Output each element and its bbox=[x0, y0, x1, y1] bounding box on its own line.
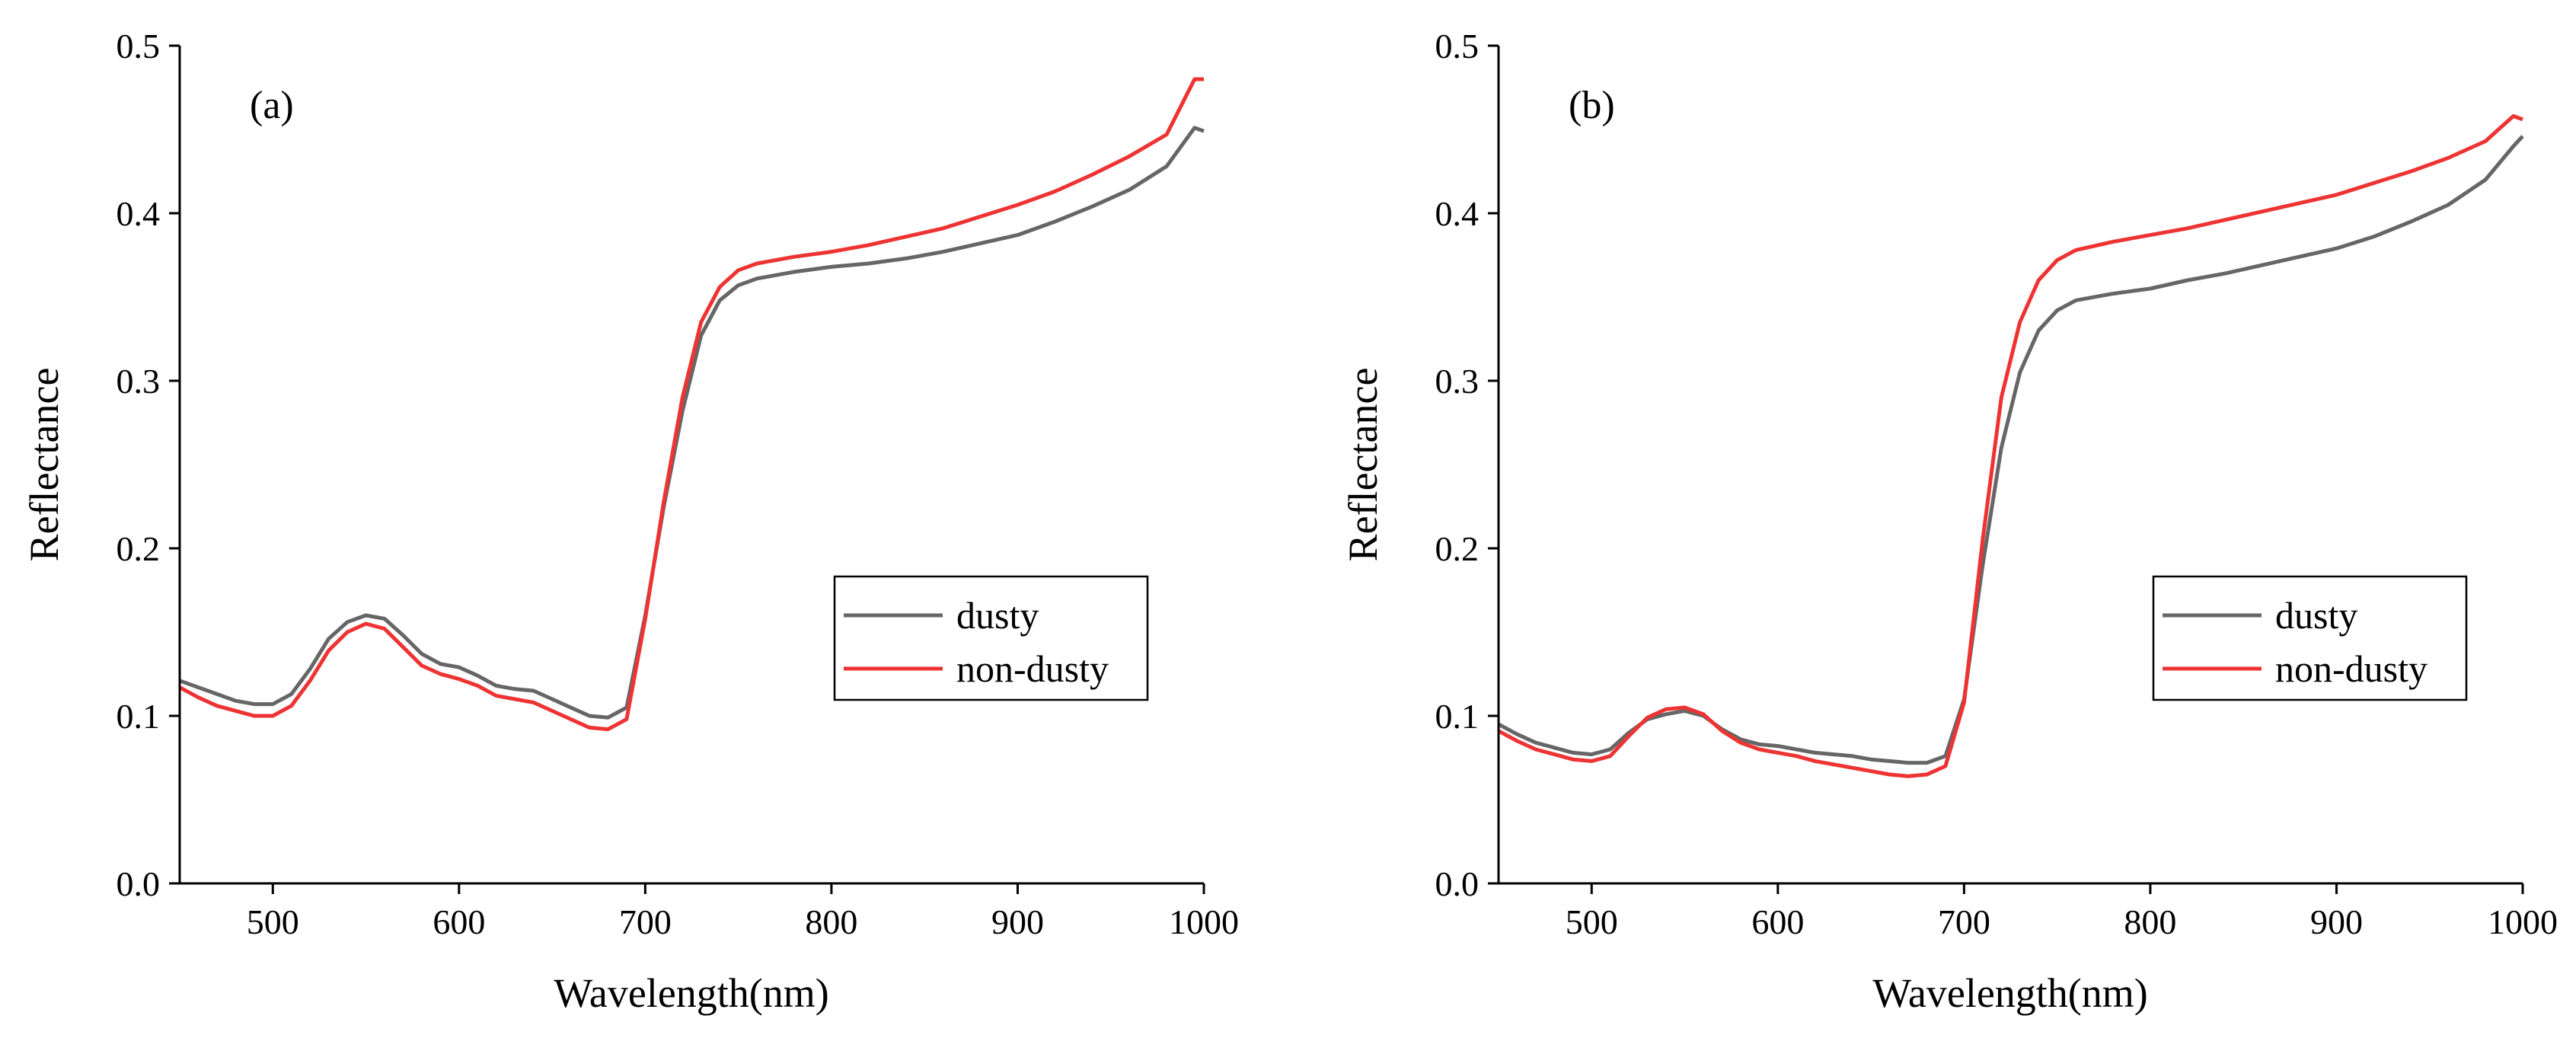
x-tick-label: 700 bbox=[1938, 902, 1990, 941]
y-tick-label: 0.3 bbox=[1435, 362, 1480, 401]
axes bbox=[178, 46, 1204, 885]
series-line-dusty bbox=[179, 126, 1205, 720]
y-tick-label: 0.0 bbox=[1435, 864, 1480, 903]
panel-label: (b) bbox=[1569, 84, 1615, 127]
y-tick-label: 0.4 bbox=[1435, 194, 1480, 233]
x-tick-label: 900 bbox=[2310, 902, 2363, 941]
x-tick-label: 800 bbox=[805, 902, 857, 941]
axes bbox=[1497, 46, 2523, 885]
y-axis-title: Reflectance bbox=[21, 368, 67, 562]
y-tick-label: 0.1 bbox=[117, 697, 161, 736]
x-tick-label: 500 bbox=[1566, 902, 1618, 941]
panel-label: (a) bbox=[250, 84, 294, 127]
series-line-non-dusty bbox=[178, 77, 1204, 732]
legend-label-dusty: dusty bbox=[956, 594, 1039, 637]
x-tick-label: 1000 bbox=[2488, 902, 2558, 941]
legend-box bbox=[833, 575, 1149, 701]
legend-box bbox=[2152, 575, 2468, 701]
x-tick-label: 1000 bbox=[1169, 902, 1239, 941]
legend-label-non-dusty: non-dusty bbox=[2275, 647, 2428, 690]
x-tick-label: 800 bbox=[2124, 902, 2176, 941]
x-tick-label: 700 bbox=[619, 902, 672, 941]
series-layer bbox=[1497, 113, 2524, 778]
x-axis-title: Wavelength(nm) bbox=[1872, 970, 2148, 1016]
y-tick-label: 0.2 bbox=[1435, 529, 1480, 568]
legend: dusty non-dusty bbox=[833, 575, 1149, 701]
x-tick-label: 600 bbox=[433, 902, 485, 941]
legend-label-dusty: dusty bbox=[2275, 594, 2357, 637]
x-axis-title: Wavelength(nm) bbox=[554, 970, 829, 1016]
panel-a: (a) 0.0 0.1 0.2 0.3 0.4 0.5 500 600 700 800 900 100… bbox=[21, 27, 1239, 1016]
y-tick-label: 0.5 bbox=[1435, 27, 1480, 65]
ticks: 0.0 0.1 0.2 0.3 0.4 0.5 500 600 700 800 900 1000 bbox=[117, 27, 1240, 941]
panel-b: (b) 0.0 0.1 0.2 0.3 0.4 0.5 500 600 700 800 900 100… bbox=[1340, 27, 2558, 1016]
y-tick-label: 0.2 bbox=[117, 529, 161, 568]
x-tick-label: 900 bbox=[991, 902, 1044, 941]
legend: dusty non-dusty bbox=[2152, 575, 2468, 701]
series-layer bbox=[178, 77, 1205, 732]
y-tick-label: 0.5 bbox=[117, 27, 161, 65]
legend-label-non-dusty: non-dusty bbox=[956, 647, 1109, 690]
y-tick-label: 0.4 bbox=[117, 194, 161, 233]
series-line-non-dusty bbox=[1497, 113, 2523, 778]
x-tick-label: 600 bbox=[1751, 902, 1804, 941]
x-tick-label: 500 bbox=[247, 902, 299, 941]
y-tick-label: 0.3 bbox=[117, 362, 161, 401]
ticks: 0.0 0.1 0.2 0.3 0.4 0.5 500 600 700 800 900 1000 bbox=[1435, 27, 2558, 941]
y-axis-title: Reflectance bbox=[1340, 368, 1386, 562]
y-tick-label: 0.0 bbox=[117, 864, 161, 903]
y-tick-label: 0.1 bbox=[1435, 697, 1480, 736]
